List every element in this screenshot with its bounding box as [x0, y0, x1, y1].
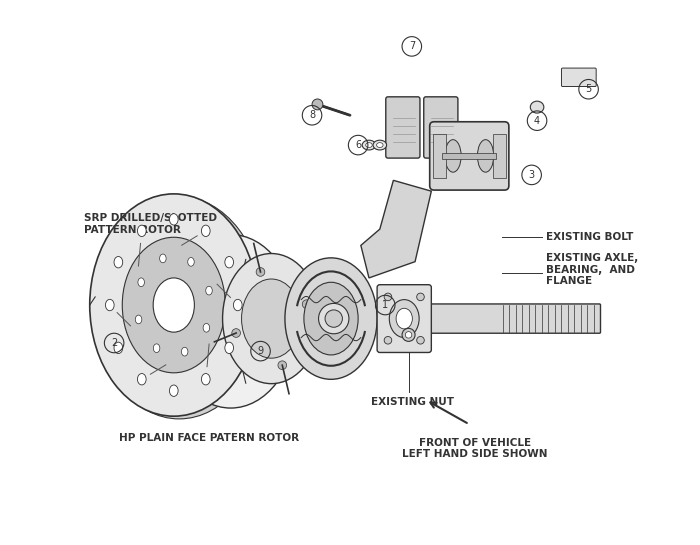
Ellipse shape [160, 254, 166, 263]
Ellipse shape [188, 258, 194, 266]
FancyBboxPatch shape [377, 284, 431, 353]
Ellipse shape [204, 294, 211, 304]
Ellipse shape [202, 373, 210, 385]
Circle shape [302, 300, 311, 308]
Ellipse shape [206, 286, 212, 295]
Ellipse shape [181, 347, 188, 356]
Text: 6: 6 [355, 140, 361, 150]
Circle shape [384, 336, 392, 344]
Text: EXISTING NUT: EXISTING NUT [371, 397, 454, 407]
Circle shape [405, 331, 412, 338]
Polygon shape [360, 180, 431, 278]
Ellipse shape [304, 282, 358, 355]
Ellipse shape [236, 281, 243, 290]
Ellipse shape [166, 234, 296, 408]
Ellipse shape [106, 299, 114, 311]
Ellipse shape [137, 225, 146, 237]
Circle shape [416, 336, 424, 344]
Ellipse shape [114, 257, 122, 268]
Bar [433, 134, 446, 178]
Ellipse shape [169, 385, 178, 396]
Circle shape [278, 361, 286, 370]
FancyBboxPatch shape [386, 97, 420, 158]
Ellipse shape [202, 225, 210, 237]
Text: EXISTING AXLE,
BEARING,  AND
FLANGE: EXISTING AXLE, BEARING, AND FLANGE [546, 253, 638, 286]
Ellipse shape [135, 315, 142, 324]
Text: 7: 7 [409, 41, 415, 51]
Ellipse shape [137, 373, 146, 385]
FancyBboxPatch shape [561, 68, 596, 87]
Ellipse shape [365, 143, 372, 148]
Text: 2: 2 [111, 338, 118, 348]
Ellipse shape [285, 258, 377, 379]
Ellipse shape [256, 317, 262, 326]
Ellipse shape [225, 257, 234, 268]
Ellipse shape [477, 140, 494, 172]
Circle shape [402, 328, 415, 341]
Ellipse shape [225, 342, 234, 354]
Text: 8: 8 [309, 110, 315, 120]
Ellipse shape [389, 300, 419, 337]
Text: 4: 4 [534, 116, 540, 126]
Ellipse shape [396, 308, 412, 329]
Circle shape [384, 293, 392, 301]
Bar [493, 134, 505, 178]
Text: 9: 9 [258, 346, 264, 356]
Ellipse shape [531, 101, 544, 113]
Ellipse shape [153, 344, 160, 353]
Ellipse shape [377, 143, 383, 148]
Ellipse shape [236, 353, 243, 362]
Ellipse shape [203, 324, 209, 332]
Text: FRONT OF VEHICLE
LEFT HAND SIDE SHOWN: FRONT OF VEHICLE LEFT HAND SIDE SHOWN [402, 438, 547, 459]
Ellipse shape [214, 300, 247, 343]
Ellipse shape [233, 299, 242, 311]
Ellipse shape [445, 140, 461, 172]
Text: 5: 5 [585, 84, 591, 94]
Text: 1: 1 [382, 300, 389, 310]
Ellipse shape [138, 278, 144, 287]
Ellipse shape [114, 342, 122, 354]
Bar [442, 153, 496, 159]
Ellipse shape [169, 214, 178, 225]
Text: SRP DRILLED/SLOTTED
PATTERN ROTOR: SRP DRILLED/SLOTTED PATTERN ROTOR [84, 213, 217, 234]
Circle shape [325, 310, 342, 327]
Circle shape [416, 293, 424, 301]
Text: EXISTING BOLT: EXISTING BOLT [546, 232, 634, 243]
Ellipse shape [241, 279, 301, 358]
Ellipse shape [153, 278, 195, 332]
Ellipse shape [223, 253, 320, 384]
Ellipse shape [193, 270, 269, 373]
Ellipse shape [122, 237, 225, 373]
Ellipse shape [373, 140, 386, 150]
Ellipse shape [90, 194, 258, 416]
Circle shape [318, 304, 349, 334]
Text: 3: 3 [528, 170, 535, 180]
Circle shape [312, 99, 323, 110]
Text: HP PLAIN FACE PATERN ROTOR: HP PLAIN FACE PATERN ROTOR [119, 433, 299, 443]
FancyBboxPatch shape [428, 304, 601, 333]
FancyBboxPatch shape [424, 97, 458, 158]
Ellipse shape [362, 140, 376, 150]
Ellipse shape [95, 197, 263, 419]
FancyBboxPatch shape [430, 122, 509, 190]
Circle shape [232, 329, 241, 337]
Circle shape [256, 268, 265, 276]
Ellipse shape [204, 339, 211, 348]
